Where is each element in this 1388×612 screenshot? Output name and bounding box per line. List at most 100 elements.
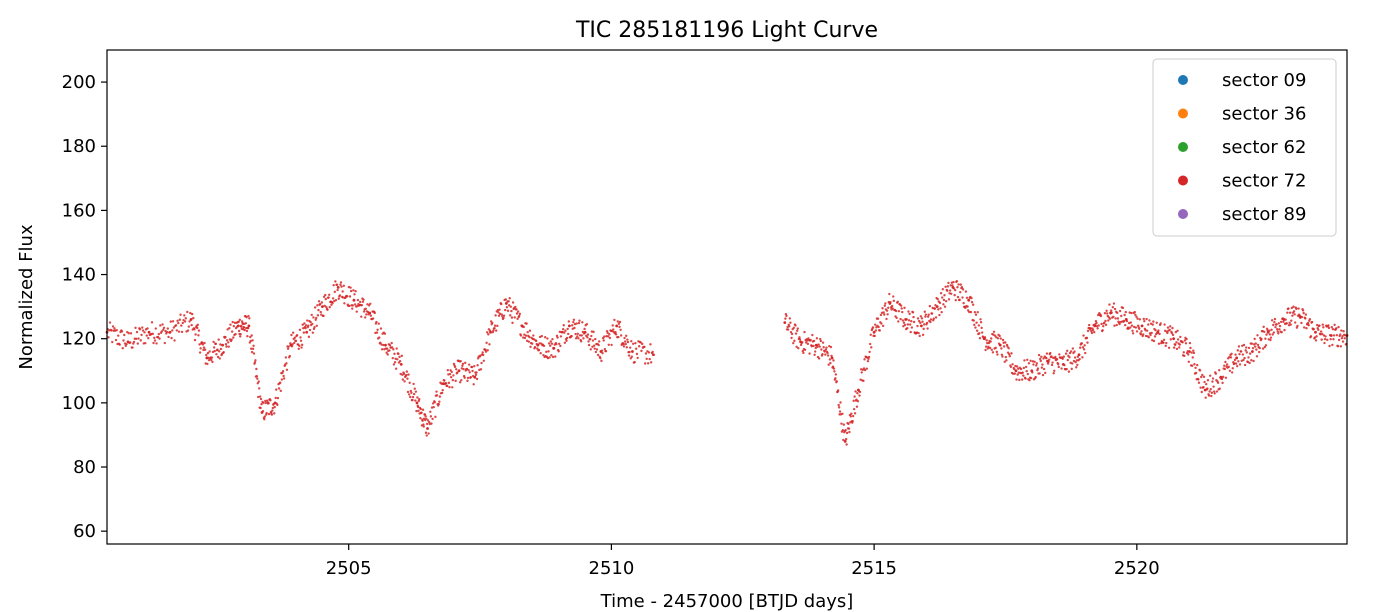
data-point	[947, 281, 950, 285]
data-point	[988, 346, 992, 350]
data-point	[566, 327, 569, 331]
data-point	[1269, 336, 1273, 339]
data-point	[362, 298, 365, 301]
data-point	[619, 328, 622, 331]
data-point	[1212, 385, 1215, 388]
data-point	[885, 317, 888, 321]
data-point	[413, 387, 416, 390]
data-point	[1179, 335, 1182, 339]
data-point	[1049, 351, 1052, 355]
data-point	[162, 326, 166, 330]
data-point	[1321, 323, 1324, 326]
y-tick-label: 100	[62, 393, 96, 414]
data-point	[274, 396, 277, 400]
data-point	[237, 320, 240, 323]
data-point	[582, 337, 585, 340]
data-point	[873, 334, 876, 338]
data-point	[619, 334, 623, 337]
data-point	[306, 319, 309, 322]
data-point	[1236, 364, 1239, 368]
data-point	[1140, 330, 1143, 333]
data-point	[447, 381, 451, 385]
data-point	[1009, 365, 1013, 369]
data-point	[815, 337, 819, 340]
data-point	[1022, 366, 1026, 370]
data-point	[623, 340, 627, 343]
data-point	[1008, 353, 1011, 356]
data-point	[1223, 367, 1227, 371]
data-point	[812, 344, 815, 348]
data-point	[254, 359, 257, 362]
data-point	[1055, 358, 1059, 361]
data-point	[597, 343, 600, 347]
data-point	[817, 357, 821, 360]
data-point	[422, 423, 425, 426]
data-point	[1047, 360, 1050, 363]
data-point	[1264, 344, 1268, 347]
data-point	[624, 342, 627, 346]
data-point	[565, 336, 569, 340]
data-point	[803, 348, 807, 351]
data-point	[302, 327, 305, 330]
data-point	[291, 343, 294, 346]
data-point	[1154, 329, 1157, 332]
data-point	[1039, 359, 1042, 363]
data-point	[862, 379, 865, 383]
data-point	[625, 346, 628, 349]
data-point	[1134, 326, 1138, 329]
data-point	[422, 425, 425, 428]
data-point	[996, 353, 999, 356]
data-point	[1118, 322, 1121, 326]
data-point	[1335, 333, 1339, 337]
data-point	[354, 290, 357, 293]
data-point	[1234, 353, 1237, 356]
data-point	[444, 382, 448, 385]
data-point	[1280, 331, 1283, 334]
data-point	[382, 343, 385, 347]
data-point	[1102, 325, 1105, 328]
data-point	[974, 326, 977, 329]
data-point	[375, 331, 379, 334]
data-point	[212, 340, 215, 344]
data-point	[793, 339, 796, 343]
data-point	[1028, 378, 1031, 382]
data-point	[1159, 322, 1162, 325]
data-point	[494, 314, 497, 317]
data-point	[176, 319, 179, 323]
data-point	[1248, 352, 1252, 355]
data-point	[950, 292, 953, 295]
data-point	[140, 333, 143, 337]
data-point	[1200, 390, 1203, 394]
data-point	[263, 415, 267, 418]
data-point	[236, 324, 240, 328]
data-point	[1327, 324, 1330, 327]
data-point	[349, 286, 352, 289]
data-point	[964, 306, 967, 310]
data-point	[803, 330, 806, 334]
data-point	[245, 329, 249, 333]
data-point	[1057, 365, 1060, 369]
data-point	[1236, 349, 1239, 352]
data-point	[1210, 394, 1213, 398]
data-point	[1330, 325, 1334, 329]
data-point	[975, 321, 978, 324]
data-point	[448, 385, 451, 389]
data-point	[120, 330, 124, 333]
data-point	[918, 334, 921, 338]
data-point	[938, 313, 941, 317]
data-point	[1218, 368, 1221, 372]
data-point	[1150, 331, 1153, 335]
data-point	[256, 377, 259, 380]
data-point	[607, 343, 610, 346]
data-point	[886, 306, 890, 309]
data-point	[1065, 367, 1068, 371]
data-point	[482, 353, 485, 357]
data-point	[783, 321, 787, 325]
data-point	[1095, 321, 1098, 325]
data-point	[414, 399, 417, 402]
data-point	[651, 350, 654, 354]
y-tick-label: 140	[62, 265, 96, 286]
data-point	[1273, 317, 1277, 321]
data-point	[1169, 325, 1172, 328]
data-point	[1243, 363, 1247, 367]
